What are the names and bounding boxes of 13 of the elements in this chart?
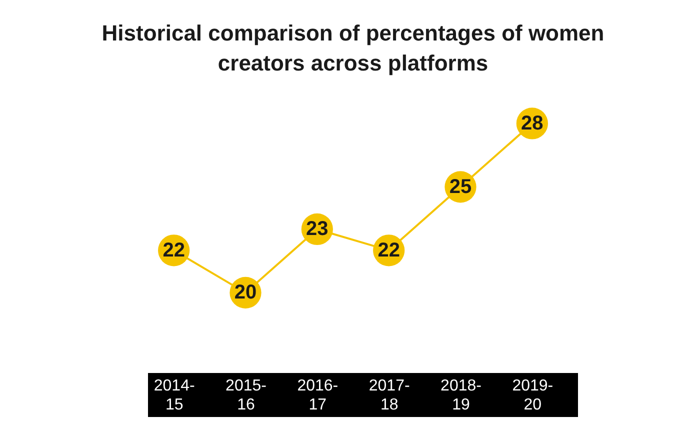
x-tick-label: 2019-20 [512,378,554,414]
x-tick-label: 2017-18 [368,378,410,414]
data-label: 28 [521,112,544,134]
data-label: 23 [306,218,328,240]
data-label: 22 [378,239,400,262]
x-tick-label: 2016-17 [297,378,338,414]
data-label: 25 [449,176,472,198]
x-tick-label: 2015-16 [226,378,266,414]
data-label: 22 [162,239,185,262]
x-tick-label: 2018-19 [440,378,482,414]
data-label: 20 [234,282,257,304]
chart-title: Historical comparison of percentages of women creators across platforms [102,20,604,76]
x-tick-label: 2014-15 [154,378,195,414]
